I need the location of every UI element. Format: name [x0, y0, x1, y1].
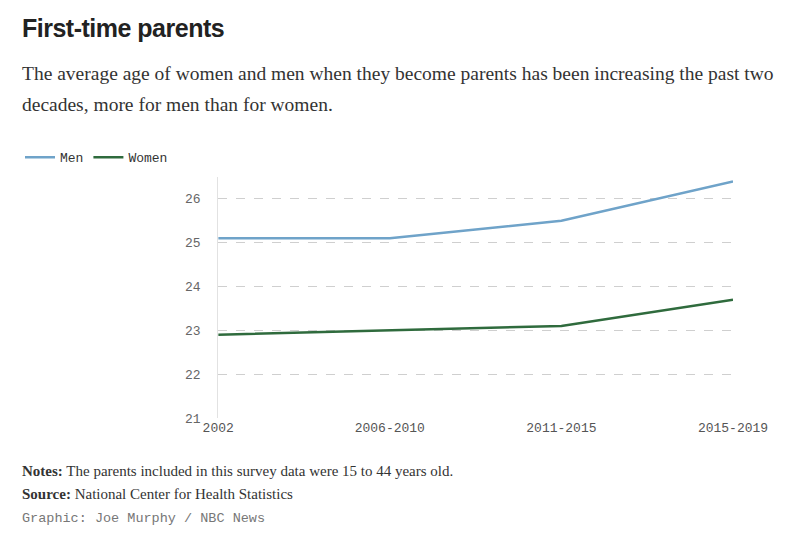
- svg-text:22: 22: [185, 368, 201, 383]
- svg-text:2006-2010: 2006-2010: [355, 421, 425, 436]
- svg-text:21: 21: [185, 412, 201, 427]
- svg-text:Men: Men: [60, 151, 83, 166]
- svg-text:2002: 2002: [203, 421, 234, 436]
- html-text:Source: National Center for He: Source: National Center for Health Stati…: [22, 486, 293, 502]
- html-text:Graphic: Joe Murphy / NBC News: Graphic: Joe Murphy / NBC News: [22, 511, 265, 526]
- svg-text:25: 25: [185, 236, 201, 251]
- svg-text:26: 26: [185, 192, 201, 207]
- svg-text:Women: Women: [128, 151, 167, 166]
- html-text:Notes: The parents included in: Notes: The parents included in this surv…: [22, 463, 454, 479]
- html-text:The average age of women and m: The average age of women and men when th…: [22, 63, 774, 115]
- html-text:First-time parents: First-time parents: [22, 14, 225, 42]
- svg-text:2011-2015: 2011-2015: [526, 421, 596, 436]
- svg-text:2015-2019: 2015-2019: [698, 421, 768, 436]
- svg-text:24: 24: [185, 280, 201, 295]
- svg-text:23: 23: [185, 324, 201, 339]
